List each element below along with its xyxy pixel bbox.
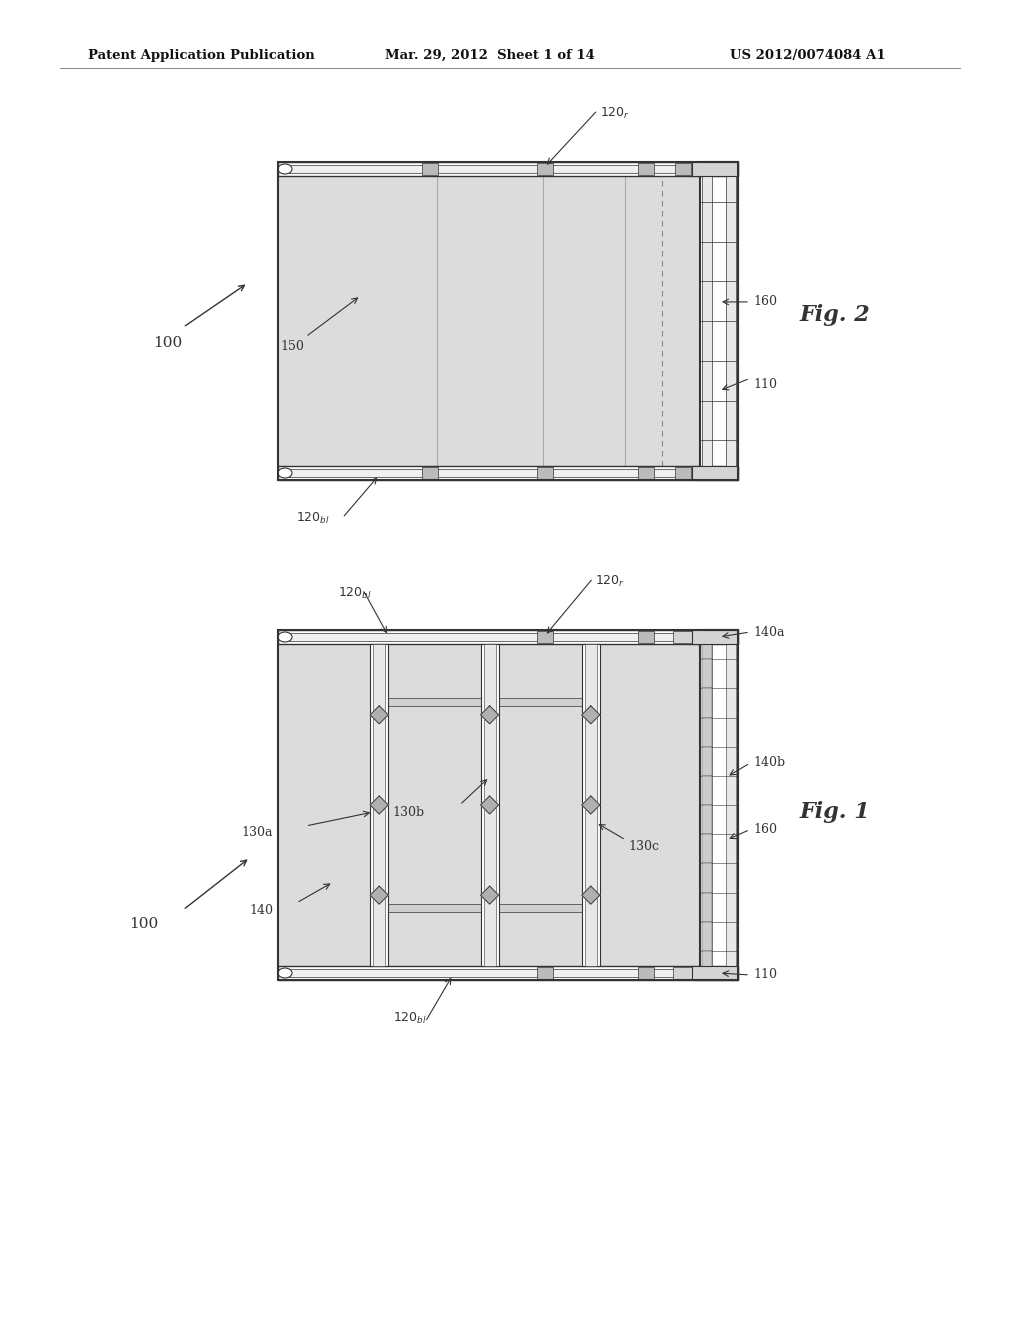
Bar [585, 644, 597, 966]
Text: Fig. 1: Fig. 1 [800, 801, 870, 822]
Polygon shape [480, 886, 499, 904]
Text: 140a: 140a [753, 626, 784, 639]
Bar [371, 904, 600, 912]
Bar [582, 644, 600, 966]
Bar [373, 644, 385, 966]
Text: Patent Application Publication: Patent Application Publication [88, 49, 314, 62]
Bar [702, 688, 712, 718]
Bar [702, 834, 712, 863]
Bar [692, 966, 738, 979]
Text: US 2012/0074084 A1: US 2012/0074084 A1 [730, 49, 886, 62]
Bar [278, 162, 738, 480]
Bar [675, 467, 691, 479]
Polygon shape [480, 796, 499, 814]
Bar [675, 162, 691, 176]
Ellipse shape [278, 469, 292, 478]
Text: Fig. 2: Fig. 2 [800, 304, 870, 326]
Bar [278, 162, 738, 480]
Bar [282, 469, 682, 477]
Bar [282, 165, 682, 173]
Bar [702, 630, 712, 659]
Text: $120_{r}$: $120_{r}$ [600, 106, 630, 121]
Bar [702, 659, 712, 688]
Polygon shape [582, 796, 600, 814]
Polygon shape [371, 796, 388, 814]
Bar [278, 162, 738, 176]
Bar [278, 466, 738, 480]
Ellipse shape [278, 968, 292, 978]
Polygon shape [582, 886, 600, 904]
Bar [638, 968, 654, 979]
Bar [692, 466, 738, 480]
Text: $120_{bl}$: $120_{bl}$ [338, 586, 372, 601]
Bar [278, 966, 738, 979]
Bar [537, 631, 553, 643]
Bar [702, 747, 712, 776]
Bar [638, 467, 654, 479]
Bar [702, 776, 712, 805]
Text: 100: 100 [129, 917, 158, 931]
Bar [702, 805, 712, 834]
Text: 110: 110 [753, 969, 777, 982]
Bar [700, 162, 738, 480]
Polygon shape [480, 706, 499, 723]
Bar [702, 892, 712, 921]
Text: $120_{bl}$: $120_{bl}$ [393, 1011, 427, 1026]
Text: 130c: 130c [629, 841, 659, 854]
Bar [702, 718, 712, 747]
Ellipse shape [278, 164, 292, 174]
Bar [483, 644, 496, 966]
Text: $120_{r}$: $120_{r}$ [595, 574, 626, 589]
Bar [278, 630, 738, 644]
Bar [700, 630, 738, 979]
Text: $120_{bl}$: $120_{bl}$ [296, 511, 331, 525]
Bar [282, 969, 682, 977]
Text: 130a: 130a [242, 826, 273, 840]
Bar [371, 644, 388, 966]
Bar [726, 162, 736, 480]
Bar [371, 698, 600, 706]
Bar [702, 921, 712, 950]
Bar [692, 162, 738, 176]
Text: 130b: 130b [392, 805, 425, 818]
Text: 160: 160 [753, 822, 777, 836]
Bar [537, 968, 553, 979]
Bar [702, 950, 712, 979]
Bar [673, 631, 693, 643]
Bar [278, 630, 738, 979]
Text: Mar. 29, 2012  Sheet 1 of 14: Mar. 29, 2012 Sheet 1 of 14 [385, 49, 595, 62]
Bar [278, 630, 738, 979]
Bar [282, 634, 682, 642]
Polygon shape [371, 886, 388, 904]
Bar [702, 630, 712, 979]
Bar [422, 467, 438, 479]
Bar [537, 467, 553, 479]
Text: 160: 160 [753, 296, 777, 309]
Text: 140b: 140b [753, 756, 785, 770]
Bar [480, 644, 499, 966]
Bar [702, 162, 712, 480]
Bar [638, 162, 654, 176]
Bar [726, 630, 736, 979]
Polygon shape [582, 706, 600, 723]
Text: 100: 100 [153, 337, 182, 350]
Text: 110: 110 [753, 378, 777, 391]
Bar [692, 630, 738, 644]
Bar [537, 162, 553, 176]
Bar [702, 863, 712, 892]
Text: 150: 150 [281, 341, 304, 352]
Bar [638, 631, 654, 643]
Text: 140: 140 [249, 903, 273, 916]
Bar [673, 968, 693, 979]
Ellipse shape [278, 632, 292, 642]
Polygon shape [371, 706, 388, 723]
Bar [422, 162, 438, 176]
